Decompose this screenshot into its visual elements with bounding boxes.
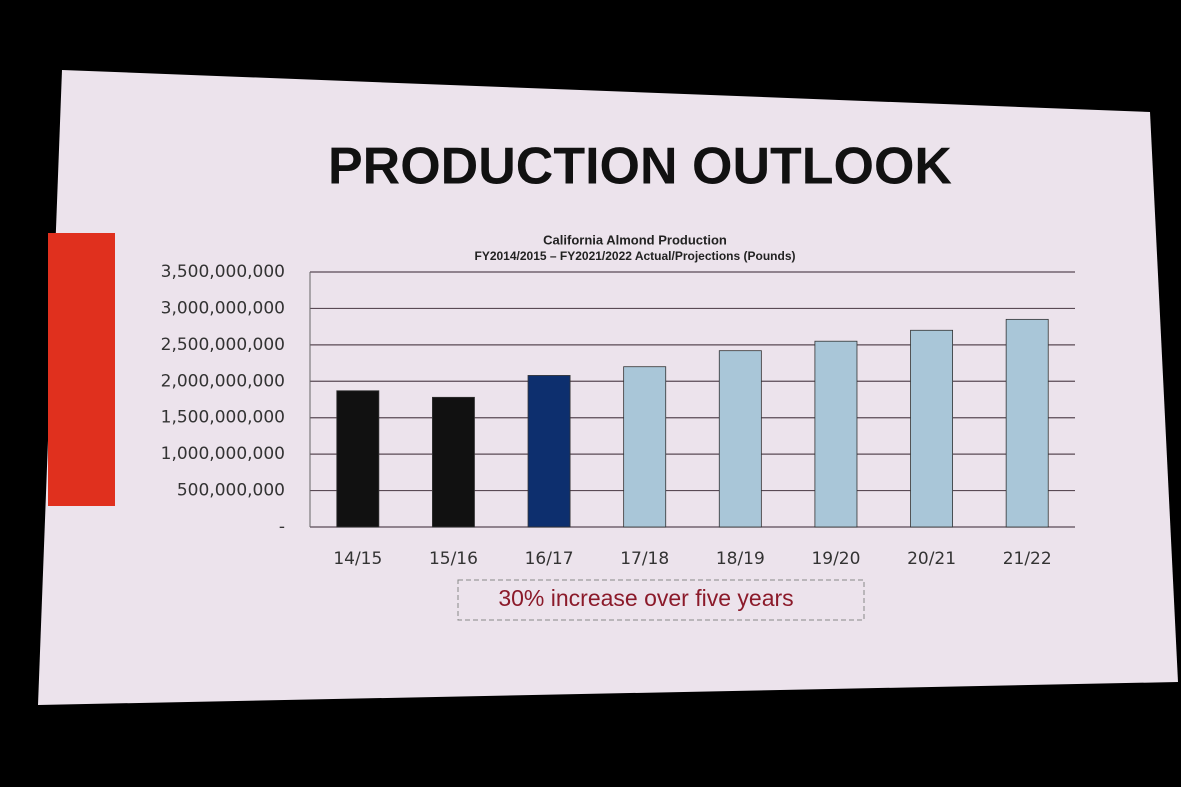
bar [911, 330, 953, 527]
chart: PRODUCTION OUTLOOK California Almond Pro… [0, 0, 1181, 787]
bar [624, 367, 666, 527]
x-tick-label: 15/16 [429, 549, 478, 569]
chart-title: California Almond Production [543, 232, 727, 247]
bar [432, 397, 474, 527]
x-tick-label: 18/19 [716, 549, 765, 569]
y-tick-label: 1,500,000,000 [161, 408, 285, 428]
annotation: 30% increase over five years [498, 585, 793, 611]
bar [1006, 319, 1048, 527]
chart-subtitle: FY2014/2015 – FY2021/2022 Actual/Project… [474, 249, 795, 263]
bar [719, 351, 761, 527]
red-accent [48, 233, 115, 506]
x-tick-label: 16/17 [525, 549, 574, 569]
y-tick-label: 2,000,000,000 [161, 371, 285, 391]
y-tick-label: 500,000,000 [177, 481, 285, 501]
y-tick-label: 2,500,000,000 [161, 335, 285, 355]
x-tick-label: 14/15 [333, 549, 382, 569]
y-tick-label: 3,500,000,000 [161, 262, 285, 282]
y-tick-label: - [279, 517, 285, 537]
x-tick-label: 20/21 [907, 549, 956, 569]
bar [815, 341, 857, 527]
bar [528, 375, 570, 527]
page: {"chart_data": {"type": "bar", "slide_ti… [0, 0, 1181, 787]
x-tick-label: 19/20 [811, 549, 860, 569]
y-tick-label: 3,000,000,000 [161, 298, 285, 318]
bar [337, 391, 379, 527]
x-tick-label: 21/22 [1003, 549, 1052, 569]
y-tick-label: 1,000,000,000 [161, 444, 285, 464]
slide-title: PRODUCTION OUTLOOK [328, 138, 952, 196]
x-tick-label: 17/18 [620, 549, 669, 569]
